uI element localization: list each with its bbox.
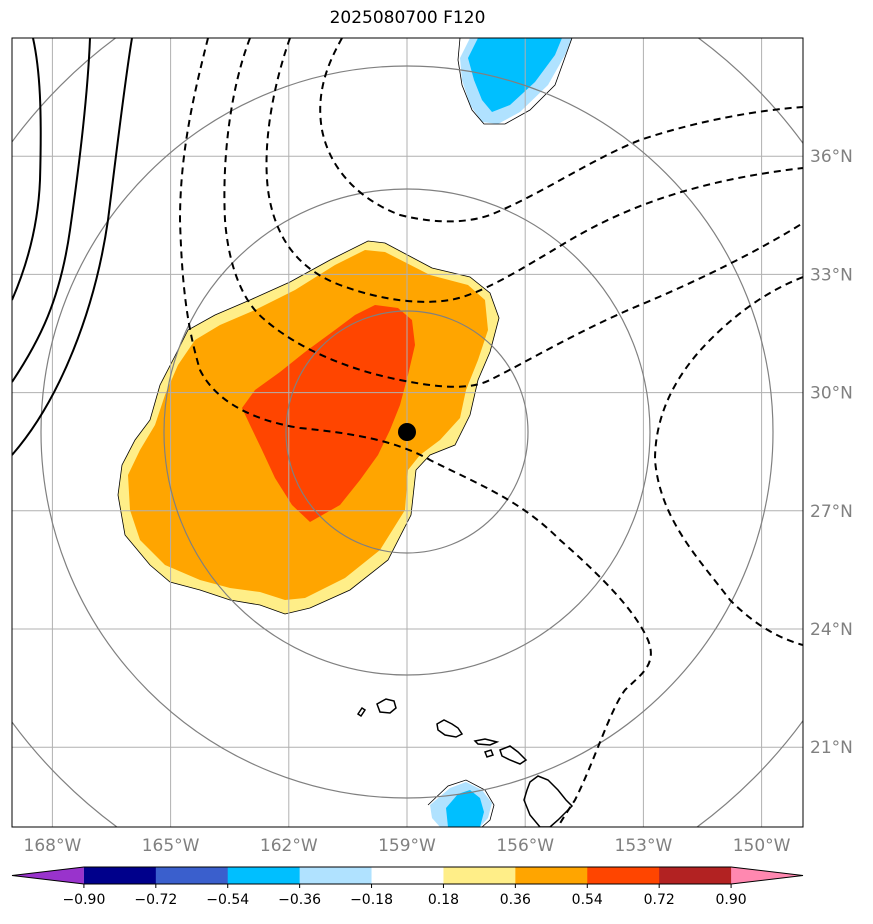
island-hawaii	[523, 775, 574, 827]
lon-label-6: 150°W	[733, 836, 791, 856]
colorbar-label-0: −0.90	[62, 892, 105, 908]
anomaly-fill-red	[242, 305, 415, 522]
lon-label-4: 156°W	[496, 836, 554, 856]
colorbar-swatch-4	[299, 867, 373, 884]
lat-label-1: 24°N	[810, 620, 853, 640]
range-ring-1	[285, 310, 529, 554]
colorbar-swatch-10	[731, 867, 803, 884]
map-frame	[11, 37, 804, 828]
lon-label-0: 168°W	[24, 836, 82, 856]
range-ring-3	[40, 65, 774, 799]
dashed-contour-4	[319, 38, 803, 223]
map-title: 2025080700 F120	[329, 8, 486, 28]
island-molokai	[473, 738, 500, 746]
island-niihau	[356, 706, 367, 718]
colorbar-label-8: 0.72	[644, 892, 675, 908]
colorbar-swatch-9	[659, 867, 732, 884]
lon-label-3: 159°W	[378, 836, 436, 856]
colorbar-label-9: 0.90	[716, 892, 747, 908]
colorbar-label-6: 0.36	[500, 892, 531, 908]
lat-labels: 21°N 24°N 27°N 30°N 33°N 36°N	[810, 147, 853, 758]
range-ring-2	[163, 188, 651, 676]
lon-label-1: 165°W	[142, 836, 200, 856]
colorbar-label-3: −0.36	[278, 892, 321, 908]
lon-labels: 168°W 165°W 162°W 159°W 156°W 153°W 150°W	[24, 836, 791, 856]
solid-contours	[12, 38, 133, 456]
dashed-contour-3	[265, 38, 803, 303]
colorbar-label-7: 0.54	[572, 892, 603, 908]
solid-contour-1	[12, 38, 42, 301]
colorbar-swatch-2	[155, 867, 229, 884]
colorbar-swatch-1	[83, 867, 157, 884]
colorbar-swatch-6	[443, 867, 516, 884]
island-lanai	[484, 749, 494, 758]
island-oahu	[436, 719, 464, 738]
colorbar-label-1: −0.72	[134, 892, 177, 908]
island-maui	[499, 745, 528, 765]
center-marker	[398, 423, 416, 441]
anomaly-fill-blue-bottom	[446, 790, 484, 827]
colorbar: −0.90 −0.72 −0.54 −0.36 −0.18 0.18 0.36 0.54 0.7…	[11, 866, 804, 908]
colorbar-swatch-0	[12, 867, 84, 884]
shaded-field	[118, 38, 572, 827]
colorbar-label-2: −0.54	[206, 892, 249, 908]
dashed-contours	[178, 38, 803, 827]
colorbar-swatch-8	[587, 867, 660, 884]
colorbar-swatch-7	[515, 867, 588, 884]
lat-label-4: 33°N	[810, 265, 853, 285]
solid-contour-2	[12, 38, 91, 383]
dashed-contour-2	[223, 38, 803, 388]
graticule	[12, 38, 803, 827]
lat-label-0: 21°N	[810, 738, 853, 758]
lat-label-5: 36°N	[810, 147, 853, 167]
colorbar-swatch-3	[227, 867, 301, 884]
lat-label-3: 30°N	[810, 384, 853, 404]
lon-label-5: 153°W	[615, 836, 673, 856]
island-kauai	[376, 698, 397, 714]
solid-contour-3	[12, 38, 133, 456]
colorbar-swatch-5	[371, 867, 444, 884]
lon-label-2: 162°W	[260, 836, 318, 856]
hawaiian-islands	[356, 698, 574, 827]
lat-label-2: 27°N	[810, 502, 853, 522]
anomaly-fill-blue-top	[468, 38, 562, 112]
colorbar-label-5: 0.18	[428, 892, 459, 908]
colorbar-label-4: −0.18	[350, 892, 393, 908]
dashed-contour-5	[653, 276, 803, 646]
